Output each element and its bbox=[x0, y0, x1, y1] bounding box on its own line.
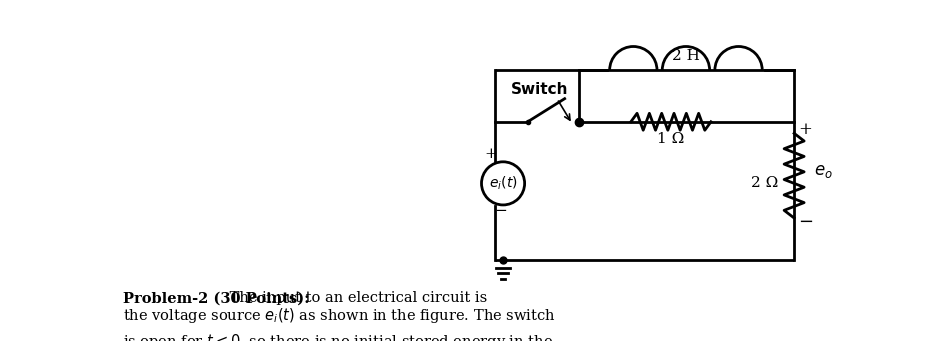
Text: −: − bbox=[798, 213, 813, 231]
Text: $e_o$: $e_o$ bbox=[814, 163, 833, 180]
Text: 1 Ω: 1 Ω bbox=[657, 132, 684, 146]
Text: 2 Ω: 2 Ω bbox=[751, 176, 779, 190]
Text: +: + bbox=[799, 121, 813, 138]
Text: 2 H: 2 H bbox=[672, 49, 700, 63]
Text: Switch: Switch bbox=[511, 82, 569, 97]
Text: the voltage source $e_i(t)$ as shown in the figure. The switch
is open for $t < : the voltage source $e_i(t)$ as shown in … bbox=[123, 306, 566, 341]
Text: The input to an electrical circuit is: The input to an electrical circuit is bbox=[225, 291, 487, 305]
Text: Problem-2 (30 Points):: Problem-2 (30 Points): bbox=[123, 291, 310, 305]
Text: $e_i(t)$: $e_i(t)$ bbox=[489, 175, 518, 192]
Text: +: + bbox=[484, 147, 497, 161]
Text: −: − bbox=[494, 204, 507, 218]
